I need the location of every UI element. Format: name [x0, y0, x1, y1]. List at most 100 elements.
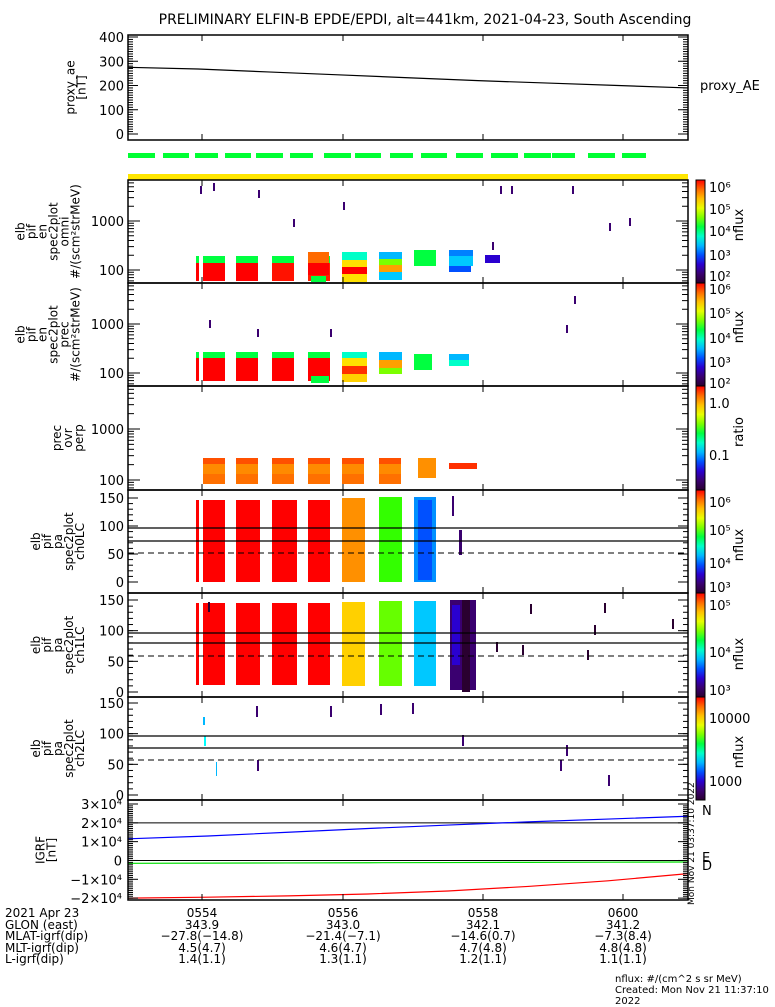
spectrogram-cell — [379, 352, 402, 360]
colorbar-label: nflux — [732, 736, 747, 769]
spectrogram-cell — [203, 256, 225, 263]
spectrogram-cell — [342, 358, 367, 366]
ephemeris-value: 1.1(1.1) — [599, 952, 647, 966]
colorbar-tick-label: 10⁴ — [709, 225, 731, 240]
spectrogram-cell — [236, 464, 258, 474]
colorbar-tick-label: 10³ — [709, 581, 731, 596]
units-note: nflux: #/(cm^2 s sr MeV) — [615, 974, 742, 985]
y-axis-label: elb — [29, 739, 43, 757]
y-tick-label: −1×10⁴ — [70, 873, 122, 888]
spectrogram-cell — [204, 736, 206, 746]
spectrogram-cell — [196, 358, 199, 381]
ephemeris-value: 0558 — [467, 906, 499, 920]
y-axis-label: spec2plot — [62, 512, 76, 571]
green-bar-segment — [128, 153, 155, 158]
spectrogram-cell — [414, 250, 436, 266]
spectrogram-cell — [272, 458, 294, 464]
y-axis-label: ch0LC — [73, 523, 87, 560]
y-tick-label: 3×10⁴ — [81, 798, 122, 813]
y-tick-label: 100 — [99, 625, 124, 640]
y-tick-label: −2×10⁴ — [70, 892, 122, 907]
spectrogram-cell — [203, 717, 205, 725]
y-axis-label: prec — [50, 425, 64, 451]
y-axis-label: [nT] — [75, 75, 89, 99]
green-bar-segment — [225, 153, 251, 158]
y-axis-label: prec — [58, 321, 72, 347]
ephemeris-row-label: MLAT-igrf(dip) — [5, 929, 89, 943]
y-axis-label: pa — [51, 741, 65, 756]
spectrogram-cell — [203, 263, 225, 281]
colorbar-label: nflux — [732, 209, 747, 242]
spectrogram-cell — [462, 735, 464, 746]
spectrogram-cell — [449, 463, 477, 469]
igrf-D-line — [127, 873, 689, 899]
spectrogram-cell — [379, 458, 401, 464]
y-axis-label: spec2plot — [47, 202, 61, 261]
ephemeris-value: 0556 — [327, 906, 359, 920]
ratio-colorbar — [695, 385, 706, 491]
spectrogram-cell — [492, 242, 494, 250]
colorbar-tick-label: 10⁶ — [709, 283, 731, 298]
proxy-ae-line — [127, 66, 689, 89]
ephemeris-value: −14.6(0.7) — [450, 929, 516, 943]
colorbar-tick-label: 10⁴ — [709, 557, 731, 572]
spectrogram-cell — [330, 706, 332, 717]
spectrogram-cell — [258, 190, 260, 198]
legend-D: D — [702, 859, 712, 874]
colorbar-tick-label: 10⁶ — [709, 181, 731, 196]
green-bar-segment — [491, 153, 518, 158]
spectrogram-cell — [449, 266, 471, 272]
spectrogram-cell — [414, 354, 432, 370]
footer-notes: nflux: #/(cm^2 s sr MeV) Created: Mon No… — [615, 974, 775, 1007]
colorbar-tick-label: 10⁵ — [709, 524, 731, 539]
y-tick-label: 0 — [116, 576, 124, 591]
y-tick-label: 1000 — [91, 318, 124, 333]
spectrogram-cell — [379, 368, 402, 374]
spectrogram-cell — [449, 354, 469, 360]
y-tick-label: 100 — [99, 367, 124, 382]
spectrogram-cell — [511, 186, 513, 194]
spectrogram-cell — [272, 256, 294, 263]
y-tick-label: 100 — [99, 104, 124, 119]
spectrogram-cell — [379, 252, 402, 259]
y-axis-label: spec2plot — [47, 305, 61, 364]
ch1-colorbar — [695, 592, 706, 698]
spectrogram-cell — [236, 458, 258, 464]
y-axis-label: perp — [72, 424, 86, 452]
y-axis-label: IGRF — [34, 836, 48, 864]
spectrogram-cell — [566, 745, 568, 756]
y-axis-label: omni — [58, 217, 72, 247]
spectrogram-cell — [379, 474, 401, 484]
spectrogram-cell — [449, 256, 473, 266]
y-axis-label: pa — [51, 638, 65, 653]
ephemeris-value: 342.1 — [465, 917, 501, 932]
spectrogram-cell — [311, 276, 326, 282]
colorbar-tick-label: 10⁶ — [709, 496, 731, 511]
ephemeris-value: 341.2 — [605, 917, 641, 932]
spectrogram-cell — [608, 775, 610, 786]
ephemeris-value: 1.2(1.1) — [459, 952, 507, 966]
colorbar-tick-label: 10³ — [709, 356, 731, 371]
y-axis-label: pif — [25, 326, 39, 342]
y-tick-label: 50 — [107, 758, 124, 773]
spectrogram-cell — [672, 619, 674, 629]
spectrogram-cell — [308, 352, 330, 358]
spectrogram-cell — [272, 603, 297, 685]
y-axis-label: #/(scm²strMeV) — [69, 184, 83, 279]
ephemeris-row-label: L-igrf(dip) — [5, 952, 64, 966]
spectrogram-cell — [308, 458, 330, 464]
green-bar-segment — [456, 153, 483, 158]
spectrogram-cell — [342, 464, 364, 474]
spectrogram-cell — [203, 474, 225, 484]
spectrogram-cell — [412, 703, 414, 714]
spectrogram-cell — [272, 358, 294, 381]
ch2-colorbar — [695, 696, 706, 801]
colorbar-tick-label: 10⁴ — [709, 332, 731, 347]
ephemeris-row-label: 2021 Apr 23 — [5, 906, 80, 920]
y-tick-label: 100 — [99, 264, 124, 279]
spectrogram-cell — [272, 352, 294, 358]
spectrogram-cell — [257, 760, 259, 771]
y-tick-label: 0 — [116, 128, 124, 143]
y-axis-label: spec2plot — [62, 615, 76, 674]
ephemeris-value: 343.9 — [184, 917, 220, 932]
